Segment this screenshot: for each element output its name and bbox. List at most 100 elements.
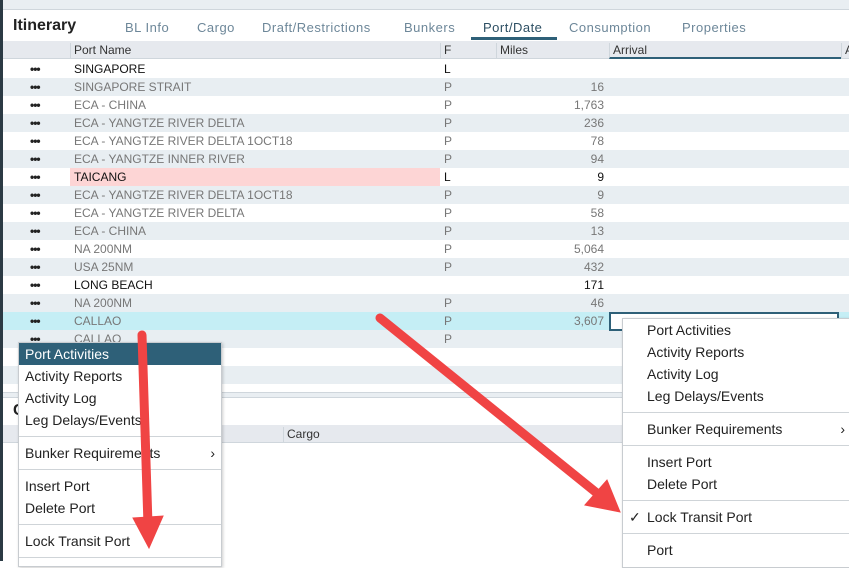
tab-properties[interactable]: Properties bbox=[682, 20, 747, 35]
f-cell[interactable]: P bbox=[444, 116, 453, 130]
row-more-icon[interactable]: ••• bbox=[30, 278, 41, 292]
miles-cell[interactable]: 94 bbox=[590, 152, 604, 166]
table-row[interactable]: ••• ECA - YANGTZE INNER RIVER P 94 bbox=[3, 150, 849, 168]
miles-cell[interactable]: 78 bbox=[590, 134, 604, 148]
port-name-cell[interactable]: ECA - YANGTZE RIVER DELTA bbox=[74, 206, 245, 220]
f-cell[interactable]: L bbox=[444, 170, 451, 184]
menu-item-activity-reports[interactable]: Activity Reports bbox=[25, 368, 123, 384]
table-row[interactable]: ••• ECA - CHINA P 1,763 bbox=[3, 96, 849, 114]
row-more-icon[interactable]: ••• bbox=[30, 134, 41, 148]
menu-item-port[interactable]: Port bbox=[647, 542, 673, 558]
port-name-cell[interactable]: ECA - YANGTZE RIVER DELTA 1OCT18 bbox=[74, 134, 293, 148]
table-row[interactable]: ••• NA 200NM P 46 bbox=[3, 294, 849, 312]
menu-item-leg-delays-events[interactable]: Leg Delays/Events bbox=[25, 412, 142, 428]
f-cell[interactable]: L bbox=[444, 62, 451, 76]
table-row[interactable]: ••• USA 25NM P 432 bbox=[3, 258, 849, 276]
row-more-icon[interactable]: ••• bbox=[30, 80, 41, 94]
menu-item-bunker-requirements[interactable]: Bunker Requirements › bbox=[19, 442, 221, 464]
miles-cell[interactable]: 9 bbox=[597, 188, 604, 202]
table-row[interactable]: ••• ECA - YANGTZE RIVER DELTA 1OCT18 P 7… bbox=[3, 132, 849, 150]
tab-bunkers[interactable]: Bunkers bbox=[404, 20, 456, 35]
miles-cell[interactable]: 1,763 bbox=[573, 98, 604, 112]
menu-item-port-activities[interactable]: Port Activities bbox=[647, 322, 732, 338]
col-cargo[interactable]: Cargo bbox=[283, 427, 320, 443]
port-name-cell[interactable]: ECA - CHINA bbox=[74, 224, 147, 238]
menu-item-lock-transit-port[interactable]: Lock Transit Port bbox=[19, 530, 221, 552]
table-row[interactable]: ••• ECA - YANGTZE RIVER DELTA P 58 bbox=[3, 204, 849, 222]
table-row[interactable]: ••• ECA - YANGTZE RIVER DELTA P 236 bbox=[3, 114, 849, 132]
miles-cell[interactable]: 3,607 bbox=[573, 314, 604, 328]
row-more-icon[interactable]: ••• bbox=[30, 62, 41, 76]
panel-splitter[interactable] bbox=[3, 392, 849, 398]
row-more-icon[interactable]: ••• bbox=[30, 260, 41, 274]
miles-cell[interactable]: 13 bbox=[590, 224, 604, 238]
port-name-cell[interactable]: ECA - YANGTZE RIVER DELTA bbox=[74, 116, 245, 130]
menu-item-port-activities[interactable]: Port Activities bbox=[19, 343, 221, 365]
table-row[interactable]: ••• SINGAPORE L bbox=[3, 60, 849, 78]
menu-item-leg-delays-events[interactable]: Leg Delays/Events bbox=[647, 388, 764, 404]
port-name-cell[interactable]: NA 200NM bbox=[74, 296, 133, 310]
col-miles[interactable]: Miles bbox=[496, 43, 528, 59]
f-cell[interactable]: P bbox=[444, 224, 453, 238]
table-row[interactable]: ••• ECA - CHINA P 13 bbox=[3, 222, 849, 240]
table-row[interactable]: ••• SINGAPORE STRAIT P 16 bbox=[3, 78, 849, 96]
f-cell[interactable]: P bbox=[444, 134, 453, 148]
table-row[interactable]: ••• ECA - YANGTZE RIVER DELTA 1OCT18 P 9 bbox=[3, 186, 849, 204]
row-more-icon[interactable]: ••• bbox=[30, 188, 41, 202]
table-row[interactable]: ••• TAICANG L 9 bbox=[3, 168, 849, 186]
menu-item-delete-port[interactable]: Delete Port bbox=[25, 500, 96, 516]
menu-item-insert-port[interactable]: Insert Port bbox=[25, 478, 90, 494]
col-next[interactable]: A bbox=[841, 43, 849, 59]
miles-cell[interactable]: 9 bbox=[597, 170, 604, 184]
tab-cargo[interactable]: Cargo bbox=[197, 20, 235, 35]
menu-item-activity-log[interactable]: Activity Log bbox=[647, 366, 719, 382]
f-cell[interactable]: P bbox=[444, 98, 453, 112]
row-more-icon[interactable]: ••• bbox=[30, 206, 41, 220]
tab-draft-restrictions[interactable]: Draft/Restrictions bbox=[262, 20, 371, 35]
f-cell[interactable]: P bbox=[444, 296, 453, 310]
port-name-cell[interactable]: CALLAO bbox=[70, 312, 440, 330]
tab-port-date[interactable]: Port/Date bbox=[483, 20, 543, 35]
miles-cell[interactable]: 5,064 bbox=[573, 242, 604, 256]
f-cell[interactable]: P bbox=[444, 260, 453, 274]
row-more-icon[interactable]: ••• bbox=[30, 242, 41, 256]
miles-cell[interactable]: 46 bbox=[590, 296, 604, 310]
f-cell[interactable]: P bbox=[444, 152, 453, 166]
port-name-cell[interactable]: SINGAPORE bbox=[74, 62, 146, 76]
f-cell[interactable]: P bbox=[444, 332, 453, 346]
menu-item-activity-reports[interactable]: Activity Reports bbox=[647, 344, 745, 360]
miles-cell[interactable]: 16 bbox=[590, 80, 604, 94]
menu-item-activity-log[interactable]: Activity Log bbox=[25, 390, 97, 406]
row-more-icon[interactable]: ••• bbox=[30, 314, 41, 328]
row-more-icon[interactable]: ••• bbox=[30, 116, 41, 130]
row-more-icon[interactable]: ••• bbox=[30, 98, 41, 112]
tab-bl-info[interactable]: BL Info bbox=[125, 20, 170, 35]
f-cell[interactable]: P bbox=[444, 206, 453, 220]
f-cell[interactable]: P bbox=[444, 188, 453, 202]
row-more-icon[interactable]: ••• bbox=[30, 224, 41, 238]
miles-cell[interactable]: 171 bbox=[583, 278, 604, 292]
port-name-cell[interactable]: LONG BEACH bbox=[74, 278, 153, 292]
f-cell[interactable]: P bbox=[444, 314, 453, 328]
row-more-icon[interactable]: ••• bbox=[30, 170, 41, 184]
row-more-icon[interactable]: ••• bbox=[30, 152, 41, 166]
port-name-cell[interactable]: USA 25NM bbox=[74, 260, 134, 274]
port-name-cell[interactable]: ECA - YANGTZE INNER RIVER bbox=[74, 152, 245, 166]
miles-cell[interactable]: 236 bbox=[583, 116, 604, 130]
menu-item-lock-transit-port[interactable]: ✓ Lock Transit Port bbox=[623, 506, 849, 528]
menu-item-insert-port[interactable]: Insert Port bbox=[647, 454, 712, 470]
row-more-icon[interactable]: ••• bbox=[30, 332, 41, 346]
port-name-cell[interactable]: ECA - YANGTZE RIVER DELTA 1OCT18 bbox=[74, 188, 293, 202]
menu-item-bunker-requirements[interactable]: Bunker Requirements › bbox=[623, 418, 849, 440]
table-row[interactable]: ••• NA 200NM P 5,064 bbox=[3, 240, 849, 258]
menu-item-delete-port[interactable]: Delete Port bbox=[647, 476, 718, 492]
miles-cell[interactable]: 58 bbox=[590, 206, 604, 220]
tab-consumption[interactable]: Consumption bbox=[569, 20, 652, 35]
port-name-cell[interactable]: ECA - CHINA bbox=[74, 98, 147, 112]
port-name-cell[interactable]: NA 200NM bbox=[74, 242, 133, 256]
f-cell[interactable]: P bbox=[444, 80, 453, 94]
port-name-cell[interactable]: TAICANG bbox=[70, 168, 440, 186]
col-f[interactable]: F bbox=[440, 43, 451, 59]
f-cell[interactable]: P bbox=[444, 242, 453, 256]
table-row[interactable]: ••• LONG BEACH 171 bbox=[3, 276, 849, 294]
